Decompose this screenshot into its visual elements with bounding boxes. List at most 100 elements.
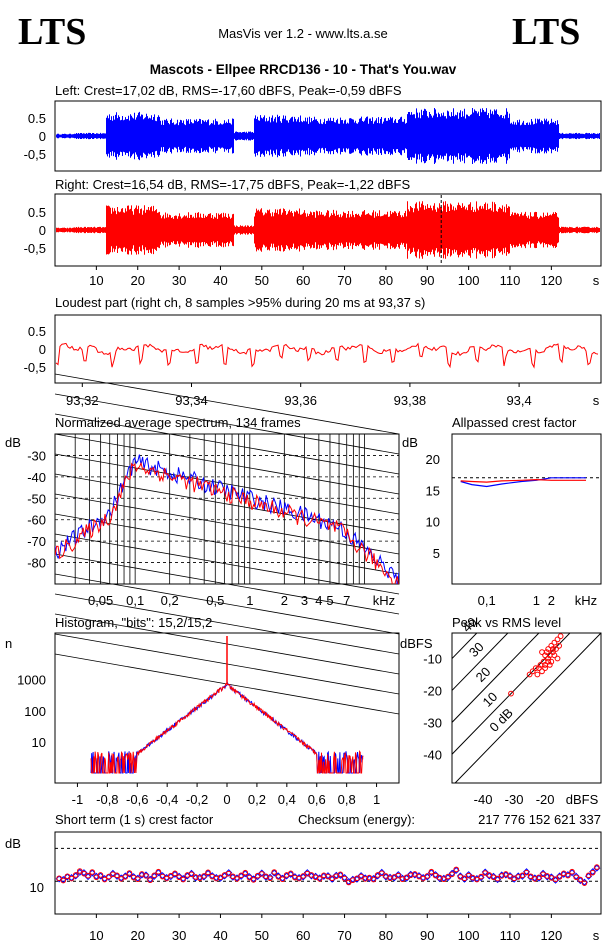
short-term-right-point xyxy=(188,871,195,878)
short-term-right-point xyxy=(238,872,244,879)
peak-vs-rms-point xyxy=(542,665,548,671)
short-term-right-point xyxy=(271,869,278,875)
spectrum-slope-line xyxy=(54,573,400,635)
short-term-xtick: 20 xyxy=(130,928,144,943)
short-term-right-point xyxy=(577,876,584,883)
short-term-right-point xyxy=(589,869,596,876)
short-term-right-point xyxy=(93,874,100,881)
short-term-right-point xyxy=(370,876,377,883)
short-term-right-point xyxy=(168,872,174,879)
short-term-right-point xyxy=(151,872,158,879)
short-term-right-point xyxy=(259,871,265,877)
short-term-right-point xyxy=(536,874,542,881)
spectrum-xtick: 0,1 xyxy=(126,593,144,608)
short-term-xtick: 60 xyxy=(296,928,310,943)
peak-vs-rms-title: Peak vs RMS level xyxy=(452,615,561,630)
loudest-part-panel: 0.5 0 -0,5 93,32 93,34 93,36 93,38 93,4 s xyxy=(24,314,602,408)
spectrum-slope-line xyxy=(54,593,400,655)
peak-vs-rms-point xyxy=(548,642,555,649)
short-term-right-point xyxy=(412,871,418,877)
short-term-right-point xyxy=(441,876,447,883)
allpassed-ytick: 10 xyxy=(426,515,440,530)
short-term-axis-unit: s xyxy=(593,928,600,943)
right-waveform-panel: 0.5 0 -0,5 10 20 30 40 50 60 70 80 90 100 110 120 s xyxy=(24,193,602,288)
checksum-label: Checksum (energy): xyxy=(298,812,415,827)
allpassed-series: 20 15 10 5 0,1 1 2 kHz xyxy=(426,452,601,608)
short-term-right-point xyxy=(230,873,236,880)
short-term-right-point xyxy=(378,870,385,877)
short-term-frame xyxy=(54,831,602,915)
short-term-series: 10 20 30 40 50 60 70 80 90 100 110 120 s xyxy=(55,847,601,943)
histogram-xtick: 0,4 xyxy=(278,792,296,807)
loudest-part-title: Loudest part (right ch, 8 samples >95% d… xyxy=(55,295,425,310)
loudest-tick-label: 93,34 xyxy=(175,393,208,408)
time-tick-label: 20 xyxy=(130,273,144,288)
right-waveform-title: Right: Crest=16,54 dB, RMS=-17,75 dBFS, … xyxy=(55,177,410,192)
spectrum-slope-line xyxy=(54,373,400,435)
spectrum-ytick: -30 xyxy=(27,448,46,463)
peak-vs-rms-point xyxy=(529,668,536,675)
short-term-right-point xyxy=(449,871,455,878)
allpassed-xtick: 2 xyxy=(548,593,555,608)
loudest-time-axis: 93,32 93,34 93,36 93,38 93,4 s xyxy=(66,383,600,408)
spectrum-ytick: -40 xyxy=(27,470,46,485)
left-waveform-trace xyxy=(56,108,600,164)
spectrum-xtick: 4 xyxy=(315,593,322,608)
histogram-xtick: 0 xyxy=(223,792,230,807)
spectrum-slope-line xyxy=(54,493,400,555)
short-term-right-point xyxy=(72,872,79,878)
peak-vs-rms-point xyxy=(550,646,556,652)
short-term-right-point xyxy=(246,874,253,881)
histogram-series: 1000 100 10 -1 -0,8 -0,6 -0,4 -0,2 0 0,2 0,4 0,6 0,8… xyxy=(17,636,380,807)
peak-vs-rms-xtick: -20 xyxy=(536,792,555,807)
spectrum-xtick: 2 xyxy=(281,593,288,608)
peak-vs-rms-xtick: dBFS xyxy=(566,792,599,807)
short-term-right-point xyxy=(122,874,129,880)
short-term-right-point xyxy=(114,872,120,879)
spectrum-xtick: 0,5 xyxy=(206,593,224,608)
short-term-right-point xyxy=(196,875,203,882)
short-term-right-point xyxy=(523,869,530,876)
short-term-right-point xyxy=(101,876,108,883)
spectrum-ytick: -80 xyxy=(27,556,46,571)
histogram-xtick: 0,8 xyxy=(338,792,356,807)
checksum-value: 217 776 152 621 337 xyxy=(478,812,601,827)
short-term-right-point xyxy=(300,873,306,879)
allpassed-xtick: 1 xyxy=(533,593,540,608)
loudest-ytick-0.5: 0.5 xyxy=(28,324,46,339)
loudest-part-frame xyxy=(54,314,602,384)
histogram-xtick: -0,2 xyxy=(186,792,208,807)
histogram-panel: n 1000 100 10 -1 -0,8 -0,6 -0,4 -0,2 0 0,2 0,4 0,6 0… xyxy=(5,632,400,807)
short-term-right-point xyxy=(581,880,588,886)
short-term-right-point xyxy=(395,872,402,879)
short-term-right-point xyxy=(308,872,315,878)
peak-vs-rms-point xyxy=(551,639,558,646)
short-term-right-point xyxy=(486,872,493,878)
short-term-xtick: 90 xyxy=(420,928,434,943)
short-term-right-point xyxy=(279,876,286,883)
short-term-crest-title: Short term (1 s) crest factor xyxy=(55,812,214,827)
allpassed-ylabel: dB xyxy=(402,435,418,450)
peak-vs-rms-point xyxy=(554,636,561,643)
short-term-right-point xyxy=(527,873,534,880)
short-term-right-point xyxy=(474,876,480,883)
spectrum-xtick: 3 xyxy=(301,593,308,608)
time-tick-label: 40 xyxy=(213,273,227,288)
histogram-xtick: -0,6 xyxy=(126,792,148,807)
peak-vs-rms-point xyxy=(548,658,555,665)
short-term-right-point xyxy=(420,875,426,882)
histogram-xtick: 0,6 xyxy=(308,792,326,807)
short-term-right-point xyxy=(383,873,389,879)
short-term-right-point xyxy=(201,873,207,879)
time-tick-label: 50 xyxy=(255,273,269,288)
spectrum-xtick: 0,2 xyxy=(161,593,179,608)
left-waveform-title: Left: Crest=17,02 dB, RMS=-17,60 dBFS, P… xyxy=(55,83,402,98)
peak-vs-rms-crest-label: 0 dB xyxy=(486,705,516,735)
time-axis-unit: s xyxy=(593,273,600,288)
spectrum-xtick: kHz xyxy=(373,593,395,608)
left-ytick-0: 0 xyxy=(39,129,46,144)
histogram-title: Histogram, "bits": 15,2/15,2 xyxy=(55,615,212,630)
peak-vs-rms-point xyxy=(526,671,533,678)
